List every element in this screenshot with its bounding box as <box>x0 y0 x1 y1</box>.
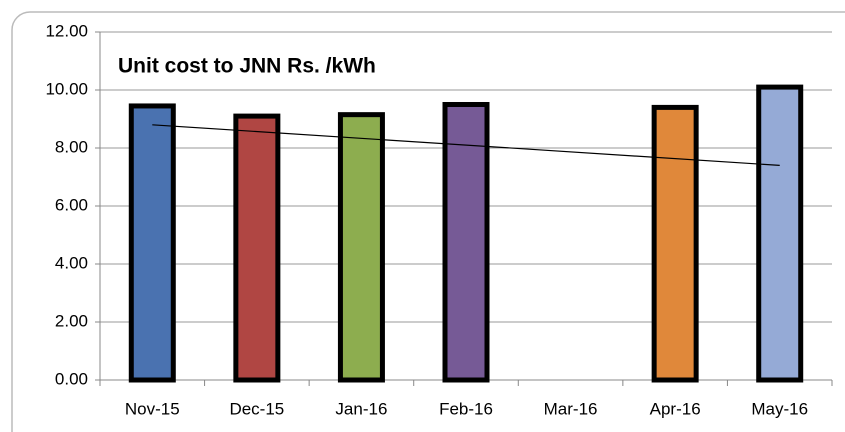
x-tick-label: Jan-16 <box>335 399 387 418</box>
bar <box>128 103 176 383</box>
x-tick-label: Feb-16 <box>439 399 493 418</box>
chart-frame <box>11 11 845 432</box>
y-tick-label: 10.00 <box>45 79 88 98</box>
bar <box>233 113 281 383</box>
bar <box>337 112 385 383</box>
trendline <box>152 124 780 166</box>
x-tick-label: Dec-15 <box>229 399 284 418</box>
y-tick-label: 12.00 <box>45 21 88 40</box>
x-tick-label: May-16 <box>751 399 808 418</box>
bar <box>756 84 804 383</box>
y-tick-label: 2.00 <box>55 311 88 330</box>
y-tick-label: 4.00 <box>55 253 88 272</box>
y-tick-label: 6.00 <box>55 195 88 214</box>
x-tick-label: Nov-15 <box>125 399 180 418</box>
bar <box>651 104 699 383</box>
x-tick-label: Apr-16 <box>650 399 701 418</box>
chart-title: Unit cost to JNN Rs. /kWh <box>118 55 376 78</box>
y-tick-label: 0.00 <box>55 369 88 388</box>
bar <box>442 102 490 383</box>
x-tick-label: Mar-16 <box>544 399 598 418</box>
y-tick-label: 8.00 <box>55 137 88 156</box>
